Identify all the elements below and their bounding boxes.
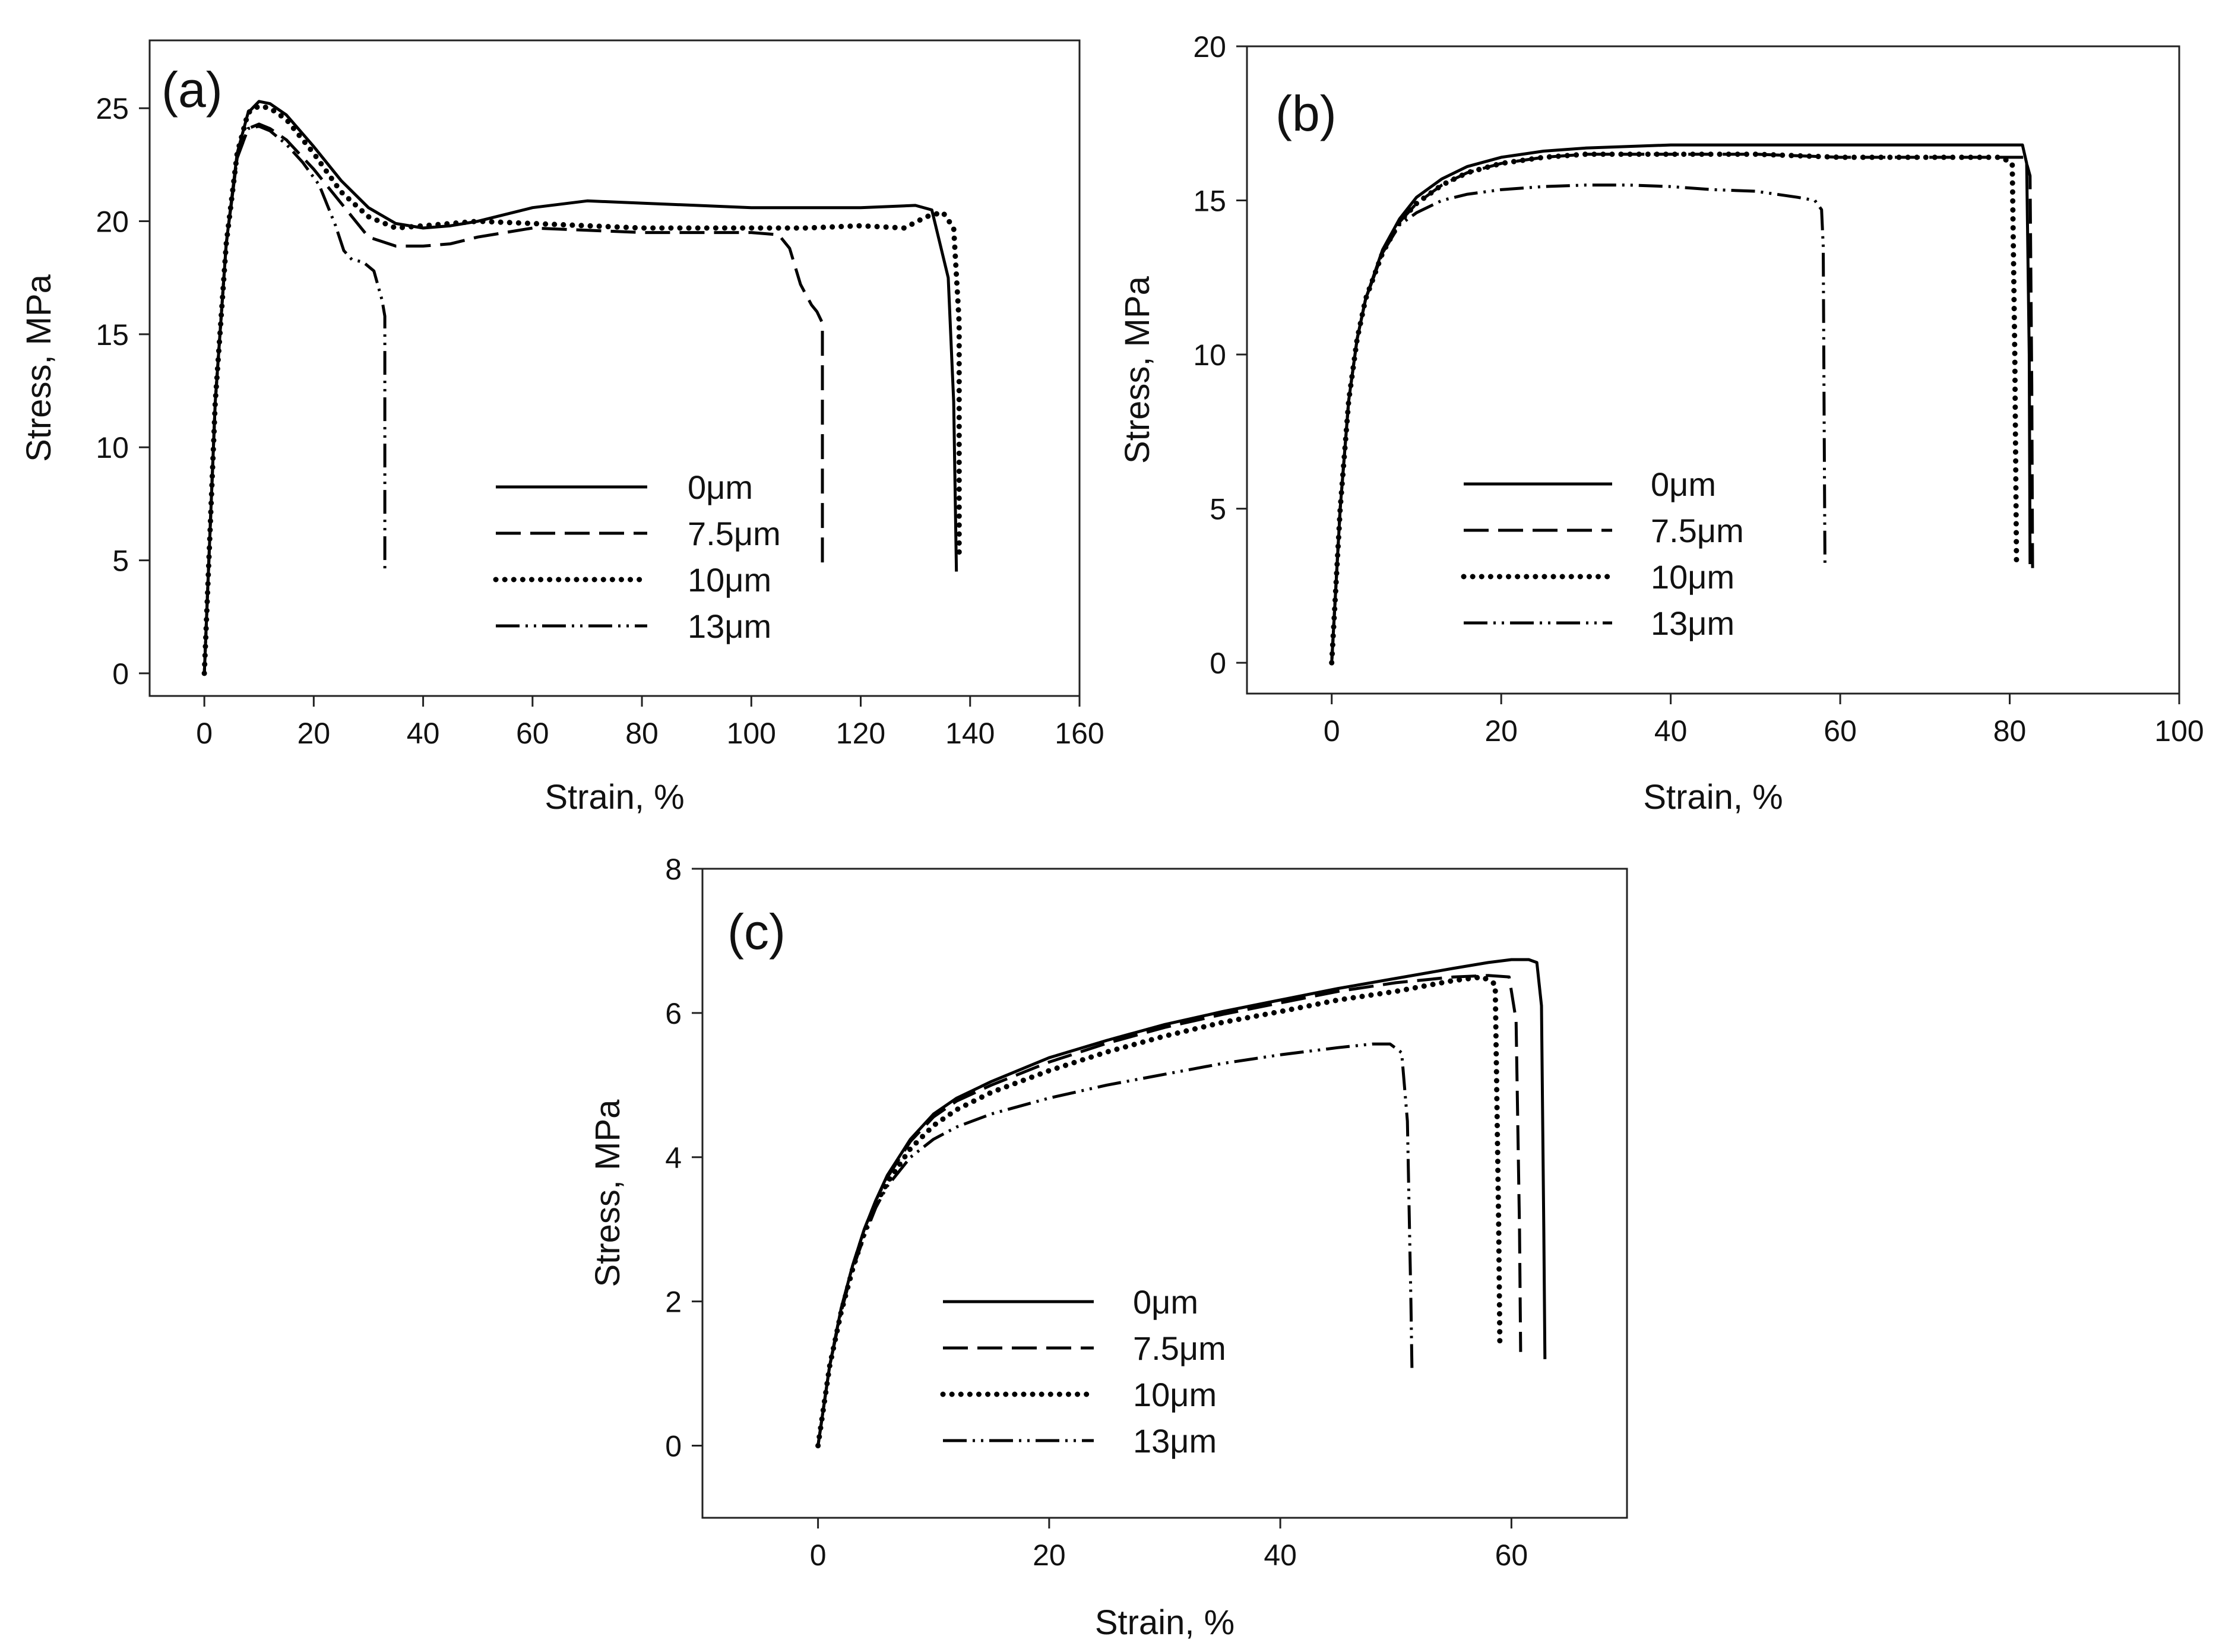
x-tick-label: 140 [945,717,995,750]
legend-label: 0μm [688,469,753,506]
x-tick-label: 60 [1824,714,1857,748]
series-line-0m [816,958,1547,1446]
legend: 0μm 7.5μm 10μm 13μm [940,1283,1226,1460]
plot-frame [1246,45,2180,695]
legend: 0μm 7.5μm 10μm 13μm [1461,466,1744,642]
chart-panel-1: 0 20 40 60 80 100 120 140 160 0 5 10 15 20 25 Strain, %… [20,39,1104,816]
series-line-7.5m [202,122,824,674]
x-tick-label: 0 [810,1539,827,1572]
legend: 0μm 7.5μm 10μm 13μm [493,469,781,645]
x-tick-label: 20 [1033,1539,1066,1572]
series-line-7.5m [816,974,1522,1446]
y-tick-label: 20 [96,205,129,239]
x-tick-label: 60 [1495,1539,1528,1572]
x-tick-label: 20 [297,717,331,750]
series-line-0m [202,100,958,674]
x-tick-label: 40 [407,717,440,750]
legend-label: 13μm [1651,605,1734,642]
y-tick-label: 0 [1210,647,1226,680]
y-tick-label: 4 [665,1141,682,1175]
legend-label: 0μm [1651,466,1716,503]
x-axis-label: Strain, % [1643,778,1783,816]
x-tick-label: 0 [196,717,213,750]
legend-label: 13μm [688,607,771,645]
y-tick-label: 15 [96,318,129,352]
x-tick-label: 80 [625,717,659,750]
legend-label: 0μm [1133,1283,1198,1321]
x-axis-label: Strain, % [545,778,684,816]
series-line-13m [816,1042,1414,1446]
legend-label: 7.5μm [688,515,781,552]
x-tick-label: 80 [1993,714,2027,748]
y-tick-label: 10 [1193,338,1226,372]
legend-label: 10μm [1651,558,1734,596]
legend-label: 10μm [688,561,771,599]
x-tick-label: 100 [727,717,776,750]
y-tick-label: 5 [112,545,129,578]
plot-frame [148,39,1081,697]
chart-panel-2: 0 20 40 60 80 100 0 5 10 15 20 Strain, % Stress, MPa… [1118,30,2204,816]
y-tick-label: 25 [96,92,129,125]
y-tick-label: 0 [112,657,129,691]
legend-label: 10μm [1133,1376,1217,1413]
panel-label: (c) [727,904,786,960]
legend-label: 7.5μm [1133,1330,1226,1367]
y-tick-label: 8 [665,853,682,886]
legend-label: 7.5μm [1651,512,1744,549]
x-axis-label: Strain, % [1095,1603,1234,1642]
y-tick-label: 15 [1193,185,1226,218]
legend-label: 13μm [1133,1422,1217,1460]
series-line-13m [202,125,387,674]
panel-label: (b) [1275,86,1337,141]
y-tick-label: 5 [1210,493,1226,526]
x-tick-label: 0 [1324,714,1340,748]
x-tick-label: 40 [1264,1539,1297,1572]
series-line-13m [1330,183,1827,663]
x-tick-label: 120 [836,717,885,750]
x-tick-label: 60 [516,717,549,750]
x-tick-label: 20 [1484,714,1518,748]
chart-panel-3: 0 20 40 60 0 2 4 6 8 Strain, % Stress, MPa (c) 0μm 7.… [588,853,1628,1642]
y-tick-label: 6 [665,997,682,1030]
x-tick-label: 100 [2154,714,2204,748]
x-tick-label: 160 [1055,717,1104,750]
y-tick-label: 2 [665,1286,682,1319]
y-tick-label: 0 [665,1430,682,1463]
panel-label: (a) [162,62,223,118]
y-tick-label: 10 [96,431,129,464]
series-line-10m [201,103,962,676]
y-axis-label: Stress, MPa [588,1099,627,1287]
y-axis-label: Stress, MPa [1118,276,1157,464]
x-tick-label: 40 [1654,714,1688,748]
plot-frame [701,868,1628,1519]
y-tick-label: 20 [1193,30,1226,64]
y-axis-label: Stress, MPa [20,274,58,462]
